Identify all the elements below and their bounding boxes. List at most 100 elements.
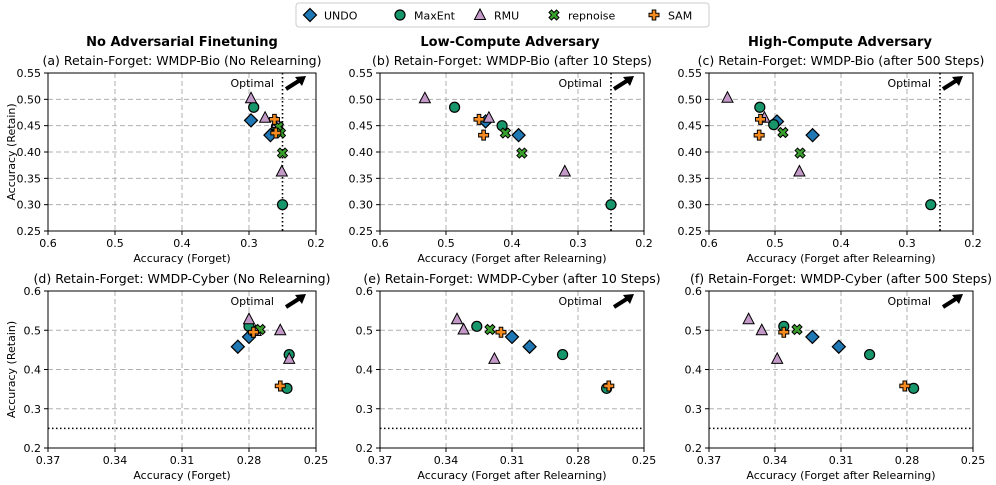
point-rmu: [755, 323, 769, 336]
point-sam: [268, 113, 280, 125]
point-maxent: [754, 101, 766, 113]
point-undo: [243, 113, 259, 128]
subplot-d: 0.37 0.34 0.31 0.28 0.25 0.2 0.3 0.4 0.5 0.6 Optim…: [5, 271, 330, 482]
point-rmu: [450, 312, 464, 325]
y-tick-label: 0.4: [685, 364, 703, 377]
subplots: 0.6 0.5 0.4 0.3 0.2 0.25 0.30 0.35 0.40 0.45 0.50 0…: [5, 53, 992, 482]
x-tick-label: 0.34: [763, 454, 788, 467]
x-tick-label: 0.25: [304, 454, 329, 467]
point-sam: [274, 380, 286, 392]
point-maxent: [768, 119, 780, 131]
point-maxent: [605, 199, 617, 211]
y-tick-label: 0.30: [678, 199, 703, 212]
subplot-title: (a) Retain-Forget: WMDP-Bio (No Relearni…: [43, 53, 322, 68]
point-sam: [899, 380, 911, 392]
legend-marker-maxent: [394, 9, 406, 21]
point-sam: [247, 326, 259, 338]
legend-marker-undo: [302, 7, 318, 23]
point-undo: [230, 339, 246, 355]
point-sam: [478, 129, 490, 141]
y-tick-label: 0.30: [17, 199, 42, 212]
point-rmu: [721, 90, 734, 103]
point-repnoise: [791, 323, 803, 336]
subplot-title: (c) Retain-Forget: WMDP-Bio (after 500 S…: [698, 53, 985, 68]
legend-label: RMU: [494, 10, 519, 23]
point-maxent: [248, 101, 260, 113]
column-titles: No Adversarial Finetuning Low-Compute Ad…: [86, 35, 932, 50]
y-tick-label: 0.40: [17, 146, 42, 159]
y-tick-label: 0.55: [349, 67, 374, 80]
point-sam: [603, 380, 615, 392]
x-tick-label: 0.34: [434, 454, 459, 467]
point-sam: [495, 326, 507, 338]
subplot-a: 0.6 0.5 0.4 0.3 0.2 0.25 0.30 0.35 0.40 0.45 0.50 0…: [5, 53, 325, 265]
plot-frame: [379, 290, 645, 449]
x-tick-label: 0.31: [829, 454, 854, 467]
y-tick-label: 0.5: [24, 324, 42, 337]
y-tick-label: 0.55: [17, 67, 42, 80]
subplot-title: (f) Retain-Forget: WMDP-Cyber (after 500…: [690, 271, 992, 286]
point-maxent: [448, 101, 461, 113]
y-tick-label: 0.5: [356, 324, 374, 337]
x-tick-label: 0.5: [437, 237, 455, 250]
optimal-label: Optimal: [887, 295, 931, 308]
x-axis-label: Accuracy (Forget): [133, 469, 230, 482]
optimal-label: Optimal: [230, 77, 274, 90]
point-rmu: [793, 164, 806, 177]
plot-frame: [708, 290, 974, 449]
y-tick-label: 0.35: [678, 172, 703, 185]
y-tick-label: 0.50: [17, 93, 42, 106]
optimal-arrow-head: [295, 76, 306, 86]
point-rmu: [282, 351, 296, 364]
y-tick-label: 0.35: [17, 172, 42, 185]
x-tick-label: 0.4: [503, 237, 521, 250]
x-tick-label: 0.4: [832, 237, 850, 250]
x-tick-label: 0.3: [240, 237, 258, 250]
optimal-arrow-head: [952, 294, 963, 304]
subplot-title: (d) Retain-Forget: WMDP-Cyber (No Relear…: [34, 271, 331, 286]
legend-marker-sam: [648, 9, 660, 21]
point-undo: [522, 339, 537, 355]
y-tick-label: 0.55: [678, 67, 703, 80]
subplot-title: (e) Retain-Forget: WMDP-Cyber (after 10 …: [363, 271, 660, 286]
point-undo: [504, 329, 520, 345]
x-tick-label: 0.34: [103, 454, 128, 467]
y-tick-label: 0.2: [356, 442, 374, 455]
point-undo: [805, 329, 820, 345]
plot-frame: [379, 72, 645, 232]
x-tick-label: 0.3: [898, 237, 916, 250]
optimal-label: Optimal: [230, 295, 274, 308]
subplot-b: 0.6 0.5 0.4 0.3 0.2 0.25 0.30 0.35 0.40 0.45 0.50 0…: [349, 53, 653, 265]
y-tick-label: 0.45: [17, 120, 42, 133]
optimal-label: Optimal: [558, 77, 602, 90]
legend-marker-repnoise: [548, 9, 560, 21]
column-title: High-Compute Adversary: [748, 35, 932, 50]
x-axis-label: Accuracy (Forget after Relearning): [417, 469, 606, 482]
y-tick-label: 0.4: [356, 364, 374, 377]
y-tick-label: 0.50: [678, 93, 703, 106]
x-tick-label: 0.5: [106, 237, 124, 250]
x-tick-label: 0.2: [635, 237, 653, 250]
point-rmu: [488, 351, 501, 364]
point-rmu: [558, 164, 572, 177]
plot-frame: [47, 72, 317, 232]
subplot-f: 0.37 0.34 0.31 0.28 0.25 0.2 0.3 0.4 0.5 0.6 Optim…: [685, 271, 992, 482]
x-axis-label: Accuracy (Forget after Relearning): [746, 469, 935, 482]
point-sam: [270, 127, 282, 139]
x-tick-label: 0.25: [632, 454, 657, 467]
y-tick-label: 0.50: [349, 93, 374, 106]
optimal-label: Optimal: [558, 295, 602, 308]
x-tick-label: 0.5: [766, 237, 784, 250]
point-repnoise: [794, 147, 806, 159]
point-undo: [511, 127, 526, 143]
y-tick-label: 0.2: [685, 442, 703, 455]
y-tick-label: 0.3: [685, 403, 703, 416]
point-sam: [778, 326, 790, 338]
legend: UNDO MaxEnt RMU repnoise SAM: [295, 2, 710, 28]
plot-frame: [47, 290, 317, 449]
point-rmu: [275, 164, 289, 177]
x-tick-label: 0.6: [39, 237, 57, 250]
point-undo: [805, 127, 820, 143]
point-maxent: [276, 199, 289, 211]
